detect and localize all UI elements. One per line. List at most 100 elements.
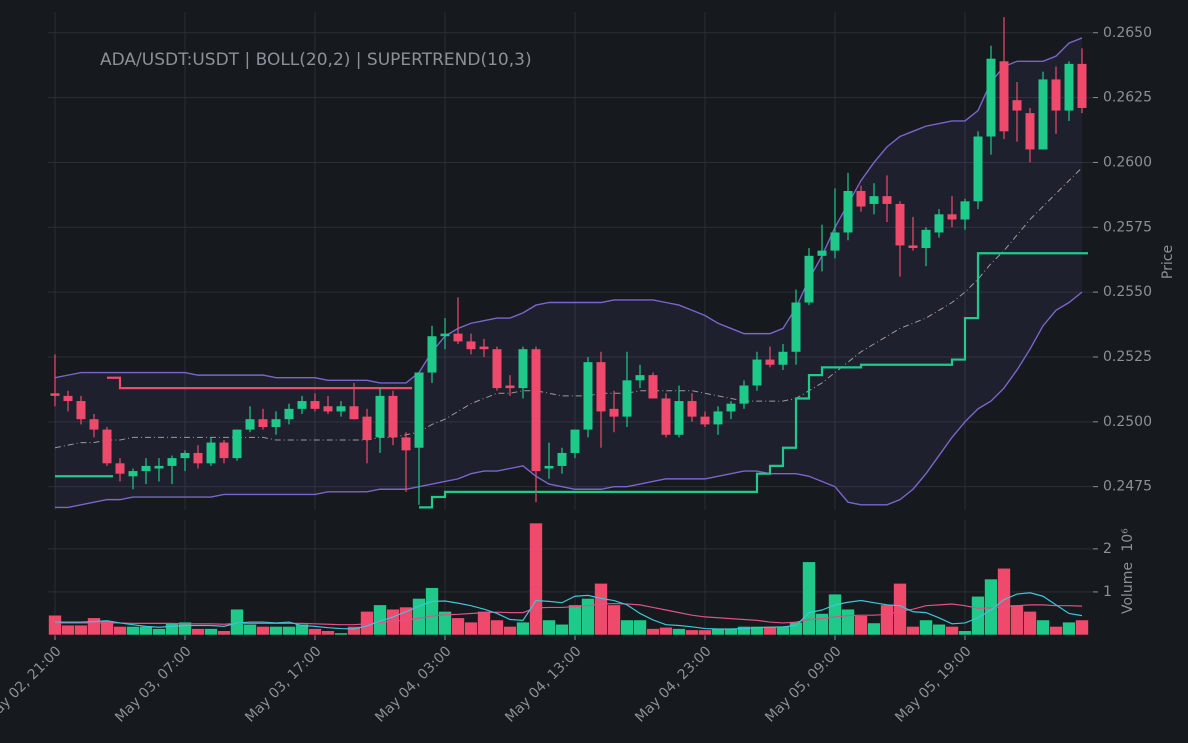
volume-bar [308,628,322,636]
volume-bar [1049,626,1063,636]
volume-bar [191,628,205,636]
volume-axis-label: Volume [1120,562,1136,614]
candle-body [765,359,775,365]
candle-body [856,190,866,207]
candle-body [284,408,294,420]
volume-bar [815,613,829,636]
volume-bar [672,628,686,636]
volume-bar [568,604,582,636]
supertrend-down [107,376,412,390]
y-tick-label: 0.2550 [1103,284,1152,300]
volume-offset-label: 10⁶ [1120,528,1136,552]
volume-bar [620,619,634,636]
candle-body [50,393,60,396]
candle-body [921,229,931,249]
candle-body [570,429,580,453]
candle-body [128,471,138,477]
candle-body [453,333,463,342]
candle-body [557,452,567,466]
volume-bar [555,623,569,636]
volume-bar [854,615,868,636]
candle-body [973,136,983,202]
y-tick-label: 2 [1103,541,1112,557]
volume-bar [997,567,1011,636]
volume-bar [425,587,439,636]
candle-body [427,336,437,373]
volume-bar [516,621,530,636]
volume-bar [269,626,283,636]
candle-body [180,452,190,459]
candle-body [648,375,658,399]
volume-bar [542,619,556,636]
volume-bar [139,626,153,636]
candle-body [1077,63,1087,108]
candle-body [869,196,879,204]
volume-bar [828,593,842,636]
candle-body [726,403,736,412]
candle-body [830,232,840,251]
candle-body [401,437,411,451]
candle-body [817,250,827,256]
volume-bar [685,629,699,636]
candle-body [258,419,268,427]
volume-bar [74,624,88,636]
candle-body [219,442,229,459]
candle-body [63,395,73,402]
volume-bar [1075,619,1089,636]
candle-body [466,341,476,350]
candle-body [193,452,203,464]
volume-bar [87,617,101,636]
candle-body [505,385,515,389]
volume-bar [776,626,790,636]
volume-bar [321,630,335,636]
plot-layer: 0.2475 0.2500 0.2525 0.2550 0.2575 0.2600 0.26… [0,12,1152,726]
volume-bar [61,624,75,636]
candle-body [440,333,450,337]
volume-bar [464,621,478,636]
candle-body [323,406,333,412]
volume-bar [867,622,881,636]
y-tick-label: 0.2650 [1103,25,1152,41]
volume-bar [503,626,517,636]
candle-body [414,372,424,448]
volume-bar [152,628,166,636]
volume-bar [893,583,907,636]
volume-bar [919,619,933,636]
candle-body [297,401,307,409]
candle-body [375,395,385,438]
volume-bar [906,626,920,636]
candle-body [206,442,216,464]
candle-body [960,201,970,220]
volume-bar [880,604,894,636]
supertrend-up [55,252,1088,509]
volume-bar [1036,619,1050,636]
volume-bar [334,632,348,636]
candle-body [362,416,372,440]
volume-ma-line [55,592,1083,630]
candle-body [999,61,1009,132]
candle-body [1025,113,1035,150]
volume-bar [932,623,946,636]
candle-body [388,395,398,438]
candle-body [349,406,359,420]
volume-bar [113,626,127,636]
volume-bar [48,614,62,636]
volume-bar [243,623,257,636]
volume-bar [204,628,218,636]
volume-bar [698,629,712,636]
volume-bar [958,630,972,636]
candle-body [232,429,242,459]
volume-bar [659,626,673,636]
candle-body [544,465,554,469]
candle-body [791,302,801,352]
y-tick-label: 0.2600 [1103,154,1152,170]
volume-bar [1023,611,1037,636]
volume-bar [581,598,595,636]
candle-body [661,398,671,435]
bollinger-middle [54,167,1083,449]
y-tick-label: 1 [1103,584,1112,600]
candle-body [609,408,619,417]
candle-body [908,245,918,249]
candle-body [752,359,762,386]
